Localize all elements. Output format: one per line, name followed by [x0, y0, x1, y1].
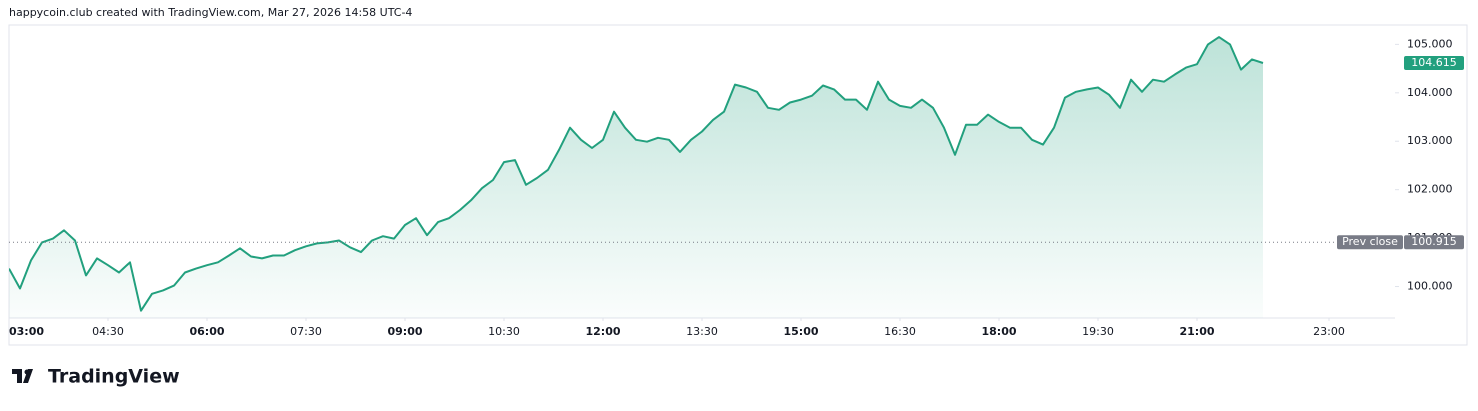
x-tick-label: 19:30: [1082, 325, 1114, 338]
area-fill: [9, 37, 1263, 318]
y-tick-label: 100.000: [1407, 280, 1453, 293]
x-tick-label: 04:30: [92, 325, 124, 338]
x-tick-label: 12:00: [585, 325, 620, 338]
x-tick-label: 06:00: [189, 325, 224, 338]
last-price-box: [1404, 56, 1464, 71]
prev-close-value: 100.915: [1411, 235, 1457, 248]
chart-frame: [8, 24, 1468, 346]
x-tick-label: 23:00: [1313, 325, 1345, 338]
prev-close-text: Prev close: [1342, 235, 1398, 248]
header: happycoin.club created with TradingView.…: [9, 6, 412, 19]
last-price-label: 104.615: [1411, 56, 1457, 69]
prev-close-tag: [1337, 235, 1403, 250]
y-tick-label: 105.000: [1407, 37, 1453, 50]
x-tick-label: 21:00: [1179, 325, 1214, 338]
price-line: [9, 36, 1264, 312]
plot-area: [9, 36, 1264, 318]
x-tick-label: 15:00: [783, 325, 818, 338]
footer-brand: TradingView: [48, 366, 180, 388]
y-tick-label: 103.000: [1407, 134, 1453, 147]
x-tick-label: 18:00: [981, 325, 1016, 338]
x-tick-label: 13:30: [686, 325, 718, 338]
x-tick-label: 07:30: [290, 325, 322, 338]
footer-logo: [12, 369, 33, 383]
y-tick-label: 102.000: [1407, 183, 1453, 196]
x-tick-label: 03:00: [9, 325, 44, 338]
x-tick-label: 09:00: [387, 325, 422, 338]
x-tick-label: 16:30: [884, 325, 916, 338]
prev-close-value-box: [1404, 235, 1464, 250]
x-tick-label: 10:30: [488, 325, 520, 338]
y-tick-label: 104.000: [1407, 86, 1453, 99]
